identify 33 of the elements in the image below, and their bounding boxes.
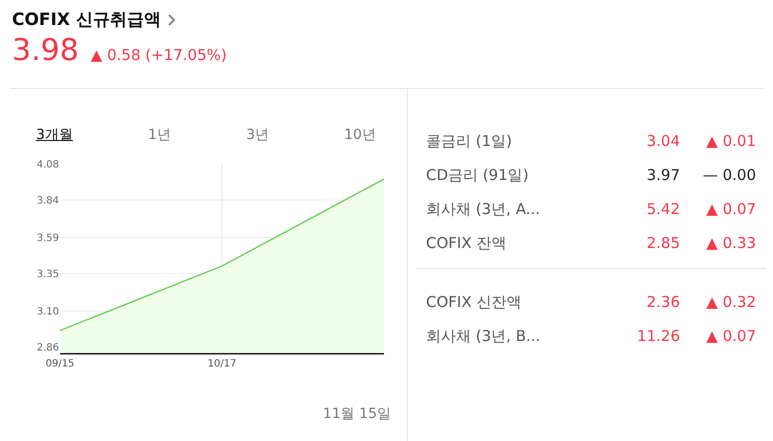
text: ▲ 0.07 [706, 200, 756, 218]
text: 3년 [246, 126, 270, 144]
text: 3개월 [36, 126, 73, 144]
y-tick-label: 3.59 [36, 233, 59, 244]
category-label: 콜금리 (1일) [426, 132, 514, 150]
x-tick-label: 09/15 [46, 358, 74, 370]
category-label: COFIX 잔액 [426, 234, 508, 252]
x-tick-label: 10/17 [208, 358, 236, 370]
text: 2.36 [646, 293, 680, 311]
text: 3.97 [646, 166, 680, 184]
text: — 0.00 [702, 166, 756, 184]
chart-title: COFIX 신규취급액 [12, 9, 161, 31]
category-label: CD금리 (91일) [426, 166, 530, 184]
text: 10년 [344, 126, 376, 144]
y-tick-label: 4.08 [36, 160, 59, 170]
text: 1년 [148, 126, 171, 144]
text: 2.85 [646, 234, 680, 252]
text: ▲ 0.33 [706, 234, 756, 252]
text: 5.42 [646, 200, 680, 218]
category-label: 회사채 (3년, B... [426, 326, 542, 346]
text: ▲ 0.32 [706, 293, 756, 311]
text: 11월 15일 [322, 405, 391, 423]
y-tick-label: 3.10 [36, 306, 59, 318]
category-label: 회사채 (3년, A... [426, 200, 542, 218]
text: ▲ 0.01 [706, 132, 756, 150]
text: 11.26 [637, 327, 680, 345]
category-label: COFIX 신잔액 [426, 292, 522, 312]
y-tick-label: 3.84 [36, 196, 59, 206]
y-tick-label: 3.35 [36, 269, 59, 280]
text: ▲ 0.07 [706, 327, 756, 345]
y-tick-label: 2.86 [36, 342, 59, 354]
chart-subtitle: 3.98 ▲ 0.58 (+17.05%) [12, 33, 227, 68]
text: 3.04 [646, 132, 680, 150]
